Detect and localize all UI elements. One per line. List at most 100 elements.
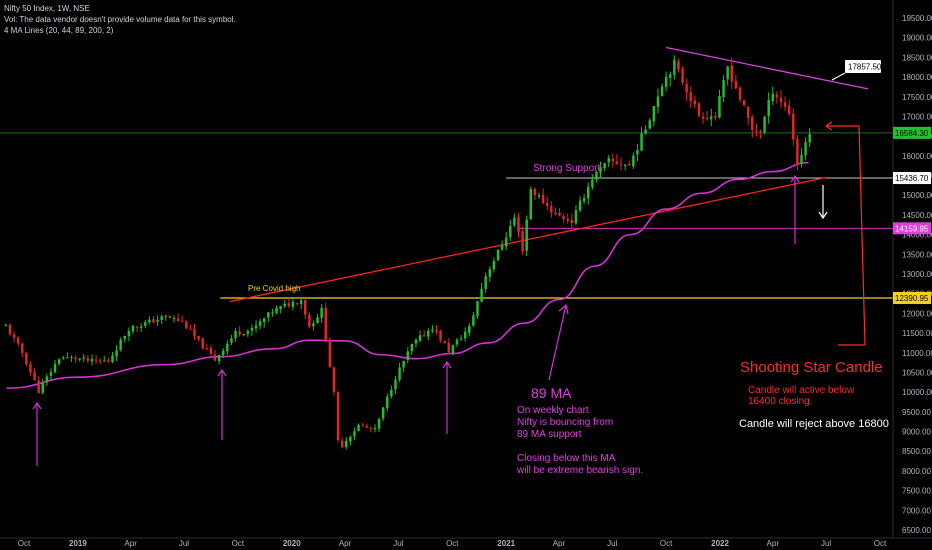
- strong-support-tag-bg: [893, 172, 931, 185]
- candle-body: [742, 100, 746, 106]
- candle-body: [357, 425, 360, 432]
- candle-body: [537, 195, 541, 197]
- candle-body: [361, 425, 364, 427]
- candle-body: [230, 338, 233, 343]
- pre-covid-tag-bg: [893, 291, 931, 304]
- strong-support-label: Strong Support: [533, 163, 600, 174]
- candle-body: [578, 200, 582, 211]
- y-tick-label: 18000.00: [902, 73, 932, 82]
- y-tick-label: 14000.00: [902, 231, 932, 240]
- candle-body: [410, 343, 414, 352]
- candle-body: [783, 102, 787, 107]
- candle-body: [217, 355, 221, 362]
- candle-body: [41, 383, 44, 393]
- candle-body: [111, 355, 114, 362]
- ma-title: 89 MA: [531, 385, 572, 401]
- x-tick-label: Jul: [821, 539, 831, 548]
- y-tick-label: 14500.00: [902, 211, 932, 220]
- candle-body: [504, 237, 508, 247]
- top-callout-box: [845, 60, 881, 73]
- current-price-tag: 16584.30: [895, 129, 929, 138]
- ma-note-line: Closing below this MA: [517, 453, 616, 464]
- active-note-line: Candle will active below: [748, 385, 855, 396]
- candle-body: [115, 350, 118, 357]
- x-tick-label: Apr: [339, 539, 352, 548]
- candle-body: [53, 363, 57, 373]
- shooting-star-bracket: [826, 125, 866, 346]
- candle-body: [373, 428, 377, 430]
- candle-body: [669, 74, 672, 78]
- candle-body: [722, 80, 725, 98]
- y-tick-label: 13000.00: [902, 270, 932, 279]
- volume-note: Vol: The data vendor doesn't provide vol…: [4, 15, 236, 24]
- y-tick-label: 16000.00: [902, 152, 932, 161]
- candle-body: [755, 130, 758, 132]
- candle-body: [291, 301, 295, 307]
- x-tick-label: Oct: [232, 539, 245, 548]
- candle-body: [472, 315, 475, 326]
- candle-body: [591, 179, 594, 188]
- horizontal-levels: [0, 132, 893, 299]
- candle-body: [529, 189, 533, 220]
- y-tick-label: 18500.00: [902, 53, 932, 62]
- top-callout-label: 17857.50: [848, 63, 882, 72]
- candle-body: [381, 407, 385, 419]
- candle-body: [611, 158, 615, 162]
- candle-body: [406, 351, 409, 361]
- pre-covid-tag: 12390.95: [895, 294, 929, 303]
- candle-body: [574, 210, 578, 224]
- shooting-star-label: Shooting Star Candle: [740, 359, 883, 376]
- y-tick-label: 7500.00: [902, 487, 931, 496]
- candle-body: [681, 68, 684, 83]
- annotation-texts: 17857.50 Pre Covid high Strong Support 89 M…: [248, 60, 889, 476]
- trendlines: [229, 46, 869, 303]
- candle-body: [267, 312, 270, 318]
- candle-body: [623, 164, 627, 166]
- ma-arrow-1-head: [32, 401, 42, 410]
- candle-body: [316, 317, 319, 324]
- y-tick-label: 10000.00: [902, 388, 932, 397]
- candle-body: [262, 318, 266, 323]
- candle-body: [746, 106, 750, 119]
- candle-body: [414, 339, 418, 344]
- x-tick-label: 2021: [497, 539, 515, 548]
- candle-body: [689, 92, 692, 102]
- candle-body: [628, 163, 631, 166]
- candle-body: [82, 357, 85, 359]
- candle-body: [751, 116, 754, 130]
- candle-body: [664, 76, 668, 87]
- candle-body: [599, 167, 602, 173]
- candle-body: [787, 105, 791, 114]
- candle-body: [139, 326, 143, 328]
- candlesticks: [4, 55, 811, 450]
- candle-body: [78, 358, 81, 360]
- chart-legend: Nifty 50 Index, 1W, NSE Vol: The data ve…: [4, 3, 236, 36]
- candle-body: [455, 339, 459, 345]
- candle-body: [447, 342, 451, 353]
- candle-body: [49, 372, 53, 376]
- candle-body: [242, 333, 245, 336]
- candle-body: [246, 330, 250, 335]
- candle-body: [156, 319, 159, 322]
- candle-body: [431, 329, 434, 331]
- candle-body: [304, 300, 307, 315]
- candle-body: [275, 308, 278, 314]
- candle-body: [66, 357, 69, 359]
- candle-body: [390, 389, 393, 397]
- candle-body: [714, 115, 717, 118]
- ma-note-line: will be extreme bearish sign.: [516, 465, 643, 476]
- candle-body: [258, 321, 262, 326]
- ma-note-line: Nifty is bouncing from: [517, 417, 613, 428]
- candle-body: [521, 231, 524, 252]
- candle-body: [525, 219, 528, 251]
- candle-body: [37, 380, 40, 394]
- x-tick-label: Oct: [18, 539, 31, 548]
- candle-body: [730, 65, 733, 82]
- ma-arrow-4-head: [790, 174, 800, 183]
- candle-body: [468, 325, 471, 333]
- candle-body: [619, 164, 623, 166]
- candle-body: [33, 372, 36, 381]
- ma-label-arrow-shaft: [548, 304, 567, 381]
- candle-body: [144, 322, 147, 326]
